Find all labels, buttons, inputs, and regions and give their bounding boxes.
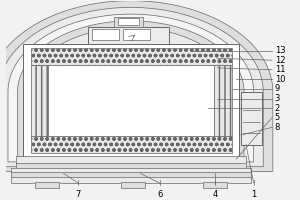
Bar <box>11 168 251 173</box>
Bar <box>35 182 59 188</box>
Bar <box>92 29 119 40</box>
Text: 3: 3 <box>275 94 280 103</box>
Bar <box>11 172 251 178</box>
Bar <box>203 182 227 188</box>
Bar <box>48 65 214 136</box>
Text: 13: 13 <box>275 46 285 55</box>
PathPatch shape <box>18 21 244 157</box>
Text: 10: 10 <box>275 75 285 84</box>
Bar <box>16 156 246 164</box>
Bar <box>31 65 48 136</box>
Text: 1: 1 <box>251 190 256 199</box>
Bar <box>31 48 232 65</box>
Text: 8: 8 <box>275 123 280 132</box>
Bar <box>121 182 145 188</box>
Bar <box>88 27 169 44</box>
Bar <box>241 92 262 145</box>
Text: 5: 5 <box>275 113 280 122</box>
Bar <box>16 163 246 169</box>
Bar <box>214 65 232 136</box>
Text: 2: 2 <box>275 104 280 113</box>
Text: 12: 12 <box>275 56 285 65</box>
Text: 7: 7 <box>75 190 81 199</box>
Text: 4: 4 <box>213 190 218 199</box>
PathPatch shape <box>8 14 253 162</box>
PathPatch shape <box>27 28 234 152</box>
Bar <box>123 29 150 40</box>
Text: 11: 11 <box>275 65 285 74</box>
Text: 6: 6 <box>157 190 162 199</box>
Bar <box>118 18 140 25</box>
Bar <box>11 177 251 183</box>
PathPatch shape <box>0 7 263 167</box>
Text: 9: 9 <box>275 84 280 93</box>
Bar <box>31 136 232 153</box>
Bar <box>23 44 239 157</box>
Bar <box>115 17 143 27</box>
PathPatch shape <box>0 1 273 172</box>
